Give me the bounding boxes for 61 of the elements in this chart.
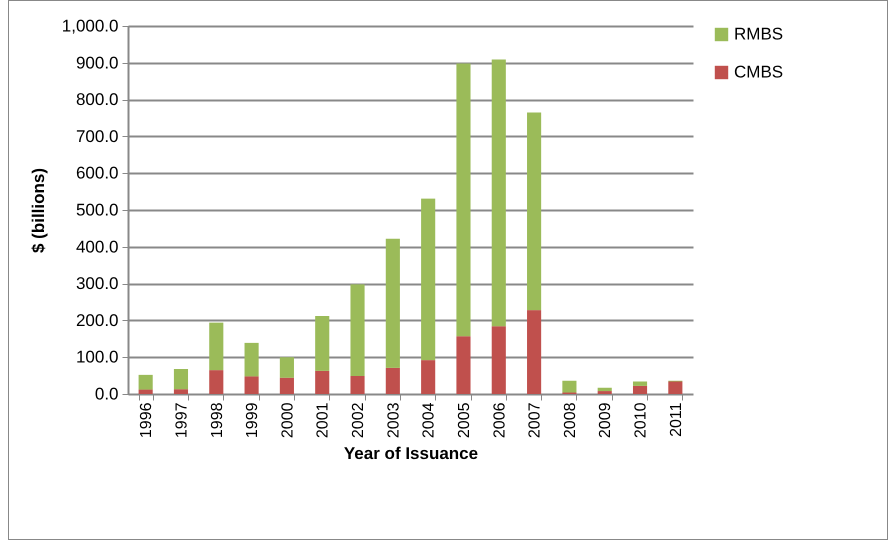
bar <box>315 370 330 394</box>
bar <box>527 112 542 310</box>
bar <box>280 357 294 378</box>
x-tick-label: 2008 <box>562 402 579 438</box>
bar <box>456 336 471 394</box>
bar <box>598 391 612 394</box>
x-tick-label: 2005 <box>456 402 473 438</box>
x-tick-label: 2011 <box>668 402 685 437</box>
y-tick-label: 600.0 <box>76 164 118 183</box>
legend-label: RMBS <box>734 24 784 44</box>
bar <box>527 310 542 394</box>
y-tick-label: 200.0 <box>76 310 118 330</box>
bar <box>350 376 365 394</box>
y-tick-label: 1,000.0 <box>62 16 118 36</box>
bar <box>315 316 330 371</box>
y-tick-label: 800.0 <box>76 90 118 110</box>
bar <box>598 388 612 392</box>
bar <box>138 374 153 390</box>
y-tick-label: 700.0 <box>76 126 118 146</box>
bar <box>244 376 259 394</box>
bar <box>562 380 576 393</box>
bar <box>456 64 471 336</box>
bar <box>386 368 400 394</box>
x-tick-label: 2003 <box>385 402 402 438</box>
bar <box>174 368 188 390</box>
bar <box>209 322 224 370</box>
x-tick-label: 2009 <box>597 402 614 438</box>
bar <box>174 389 188 394</box>
bar <box>668 381 682 394</box>
y-tick-label: 100.0 <box>76 348 118 367</box>
bar <box>632 381 648 386</box>
bar <box>492 59 506 326</box>
bar <box>421 360 436 394</box>
x-tick-label: 2007 <box>526 402 544 438</box>
bar <box>492 326 506 394</box>
y-tick-label: 400.0 <box>76 237 118 256</box>
x-tick-label: 2010 <box>632 402 650 438</box>
x-tick-label: 2000 <box>279 402 296 438</box>
y-tick-label: 0.0 <box>94 384 118 404</box>
x-tick-label: 1998 <box>208 402 226 438</box>
x-tick-label: 1996 <box>138 402 156 438</box>
bar <box>386 238 400 368</box>
y-tick-label: 900.0 <box>76 53 118 72</box>
bar <box>350 284 365 376</box>
bar <box>280 378 294 394</box>
x-tick-label: 2002 <box>350 402 368 438</box>
x-tick-label: 1997 <box>173 402 190 438</box>
y-tick-label: 500.0 <box>76 200 118 220</box>
x-tick-label: 2006 <box>491 402 508 438</box>
bar <box>632 386 648 394</box>
y-axis-title: $ (billions) <box>28 168 48 253</box>
x-axis-title: Year of Issuance <box>344 444 478 464</box>
y-tick-label: 300.0 <box>76 274 118 294</box>
legend-label: CMBS <box>734 62 784 82</box>
x-tick-label: 1999 <box>244 402 262 438</box>
bar <box>138 390 153 394</box>
bar <box>244 342 259 376</box>
x-tick-label: 2001 <box>314 402 332 438</box>
bar <box>209 370 224 394</box>
x-tick-label: 2004 <box>420 402 438 438</box>
bar <box>421 198 436 360</box>
